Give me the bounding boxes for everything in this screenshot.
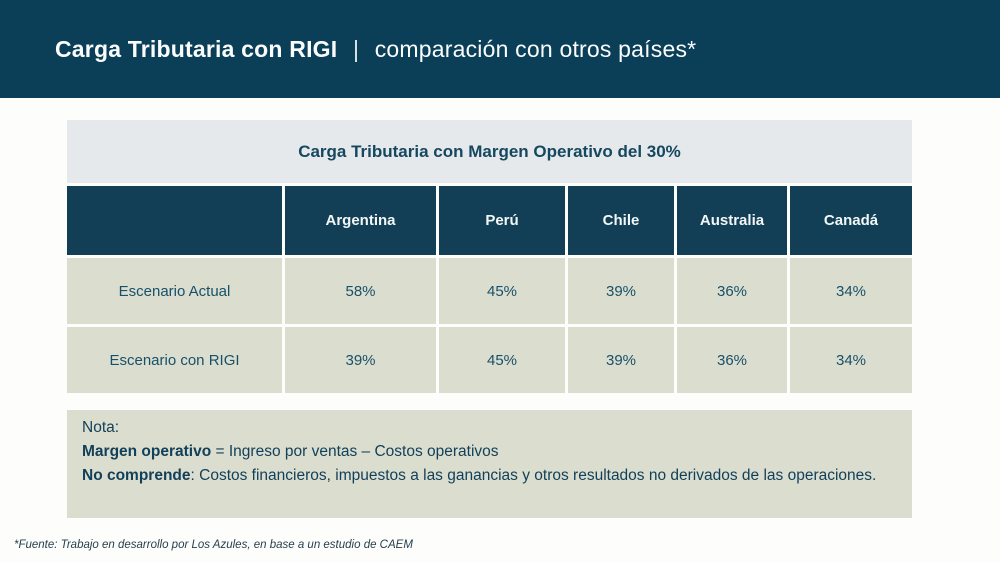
cell-rigi-peru: 45%	[439, 327, 565, 393]
page-title: Carga Tributaria con RIGI | comparación …	[55, 36, 696, 63]
cell-actual-peru: 45%	[439, 258, 565, 324]
cell-actual-australia: 36%	[677, 258, 787, 324]
note-line-1: Nota:	[82, 416, 897, 440]
note-line-2-bold: Margen operativo	[82, 443, 212, 460]
cell-actual-argentina: 58%	[285, 258, 436, 324]
cell-rigi-chile: 39%	[568, 327, 674, 393]
row-label-escenario-actual: Escenario Actual	[67, 258, 282, 324]
cell-rigi-canada: 34%	[790, 327, 912, 393]
cell-actual-chile: 39%	[568, 258, 674, 324]
note-box: Nota: Margen operativo = Ingreso por ven…	[67, 410, 912, 518]
note-line-3-text: : Costos financieros, impuestos a las ga…	[190, 467, 877, 484]
slide-header: Carga Tributaria con RIGI | comparación …	[0, 0, 1000, 98]
column-header-chile: Chile	[568, 186, 674, 255]
cell-rigi-australia: 36%	[677, 327, 787, 393]
table-corner-cell	[67, 186, 282, 255]
row-label-escenario-rigi: Escenario con RIGI	[67, 327, 282, 393]
column-header-argentina: Argentina	[285, 186, 436, 255]
cell-actual-canada: 34%	[790, 258, 912, 324]
note-line-2-text: = Ingreso por ventas – Costos operativos	[211, 443, 499, 460]
footer-source: *Fuente: Trabajo en desarrollo por Los A…	[14, 539, 413, 551]
note-line-2: Margen operativo = Ingreso por ventas – …	[82, 440, 897, 464]
column-header-australia: Australia	[677, 186, 787, 255]
comparison-table: Carga Tributaria con Margen Operativo de…	[67, 120, 912, 393]
page-title-separator: |	[352, 35, 360, 62]
page-title-bold: Carga Tributaria con RIGI	[55, 35, 338, 62]
page-title-subtitle: comparación con otros países*	[374, 35, 697, 62]
table-grid: Argentina Perú Chile Australia Canadá Es…	[67, 186, 912, 393]
note-line-3: No comprende: Costos financieros, impues…	[82, 464, 897, 488]
table-title: Carga Tributaria con Margen Operativo de…	[67, 120, 912, 183]
column-header-peru: Perú	[439, 186, 565, 255]
note-line-1-text: Nota:	[82, 419, 120, 436]
column-header-canada: Canadá	[790, 186, 912, 255]
cell-rigi-argentina: 39%	[285, 327, 436, 393]
note-line-3-bold: No comprende	[82, 467, 191, 484]
